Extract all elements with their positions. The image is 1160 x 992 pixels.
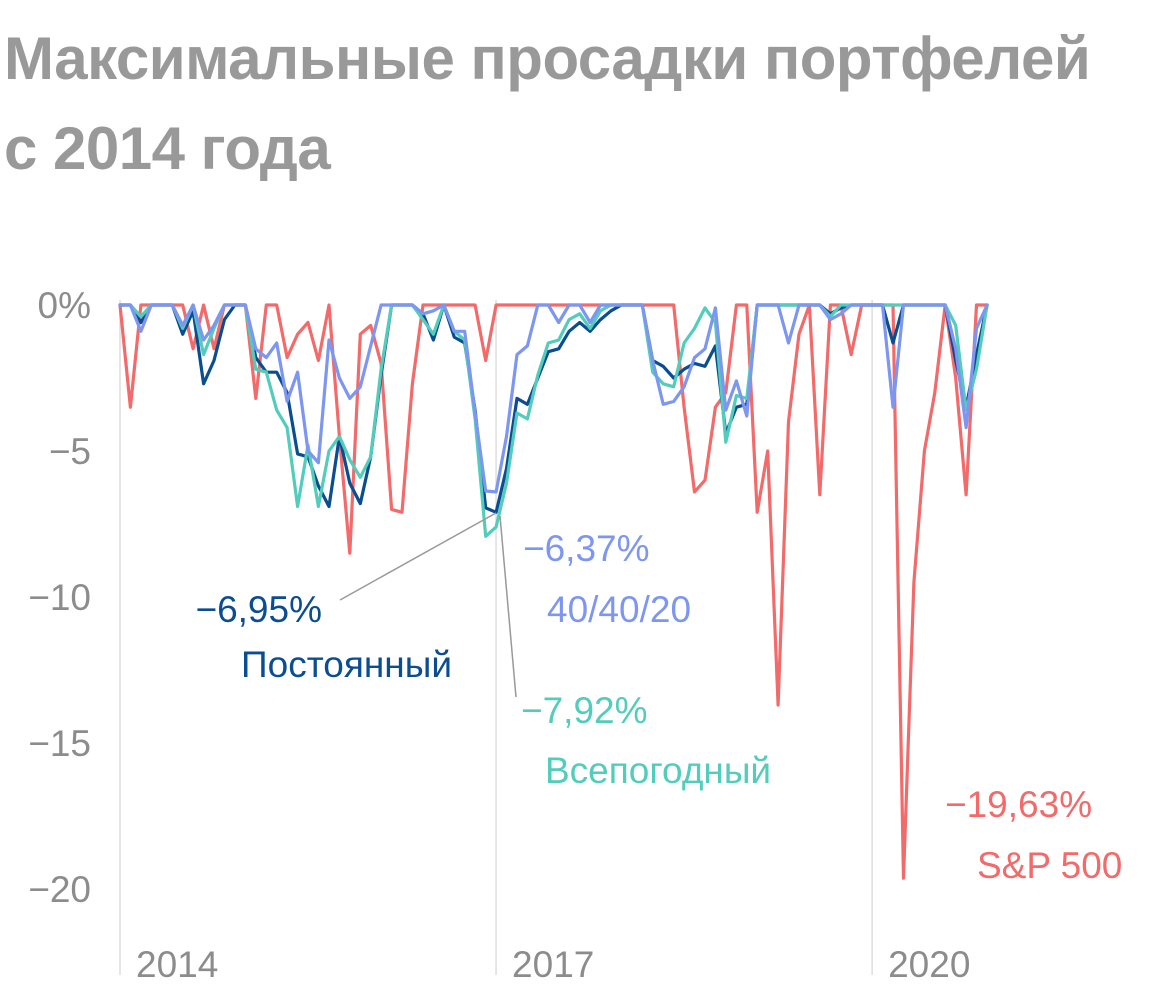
y-tick-label: −15 xyxy=(28,723,91,764)
series-line-40-40-20 xyxy=(118,303,989,494)
series-line-всепогодный xyxy=(118,303,989,538)
y-tick-label: −20 xyxy=(28,869,91,910)
series-lines xyxy=(118,303,989,880)
series-line-постоянный xyxy=(118,303,989,514)
annotation-leaders xyxy=(339,512,517,698)
chart-title: Максимальные просадки портфелей с 2014 г… xyxy=(4,25,1091,182)
annotation-value-всепогодный: −7,92% xyxy=(521,690,648,731)
x-tick-label: 2014 xyxy=(136,944,218,985)
annotation-value-s-p-500: −19,63% xyxy=(945,784,1092,825)
x-tick-label: 2020 xyxy=(888,944,970,985)
y-tick-label: −10 xyxy=(28,577,91,618)
leader-line-vsepogodnyj xyxy=(499,515,517,698)
leader-line-postoyannyj xyxy=(339,512,497,601)
annotation-value-40-40-20: −6,37% xyxy=(523,528,650,569)
annotation-value-постоянный: −6,95% xyxy=(195,589,322,630)
x-tick-labels: 2014 2017 2020 xyxy=(136,944,970,985)
y-tick-labels: 0% −5 −10 −15 −20 xyxy=(28,285,91,910)
annotation-name-40-40-20: 40/40/20 xyxy=(547,589,691,630)
grid-lines xyxy=(119,300,873,975)
annotation-name-s-p-500: S&P 500 xyxy=(977,845,1122,886)
y-tick-label: −5 xyxy=(49,431,91,472)
annotation-name-постоянный: Постоянный xyxy=(241,644,452,685)
y-tick-label: 0% xyxy=(38,285,91,326)
series-annotations: −6,95% Постоянный −6,37% 40/40/20 −7,92% Всеп… xyxy=(195,528,1122,886)
annotation-name-всепогодный: Всепогодный xyxy=(545,750,771,791)
x-tick-label: 2017 xyxy=(512,944,594,985)
